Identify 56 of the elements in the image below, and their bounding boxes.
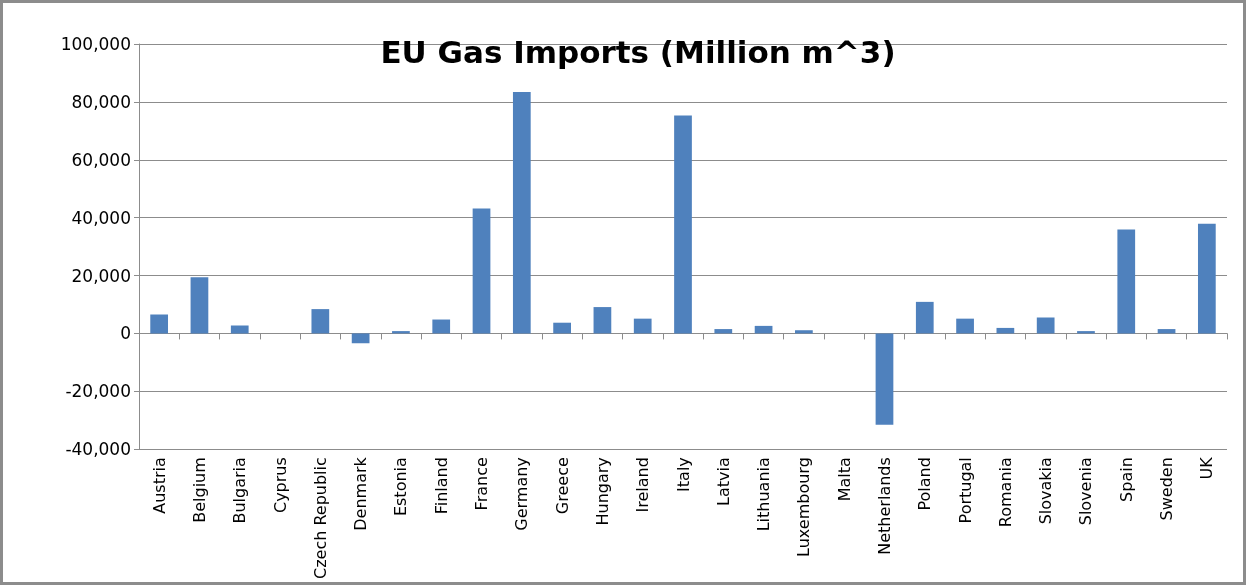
bar [593, 307, 612, 334]
bar [472, 208, 491, 334]
bar [1117, 229, 1136, 334]
x-tick-label: Belgium [189, 457, 209, 523]
bar [311, 309, 330, 334]
y-tick-label: 0 [120, 323, 131, 344]
bar [915, 301, 934, 334]
x-tick-label: Estonia [391, 457, 411, 517]
y-tick-label: -20,000 [65, 381, 131, 402]
y-tick-label: 100,000 [60, 34, 131, 54]
x-tick-label: Finland [431, 457, 451, 515]
bar [553, 322, 571, 334]
bar [674, 115, 692, 334]
bar [1197, 223, 1216, 334]
bar [795, 330, 813, 334]
x-tick-label: UK [1197, 456, 1217, 480]
bar [633, 318, 652, 334]
x-tick-label: Slovenia [1076, 457, 1096, 526]
x-tick-label: Spain [1116, 457, 1136, 502]
x-tick-label: Bulgaria [230, 457, 250, 524]
y-tick-label: 80,000 [71, 91, 131, 112]
x-tick-label: Lithuania [754, 457, 774, 532]
x-tick-label: Luxembourg [794, 457, 814, 557]
bar [150, 314, 169, 334]
bar [875, 333, 894, 425]
x-tick-label: Austria [149, 457, 169, 514]
x-tick-label: Slovakia [1036, 457, 1056, 525]
y-tick-label: 20,000 [71, 265, 131, 286]
bar [190, 277, 209, 334]
y-tick-label: -40,000 [65, 439, 131, 460]
x-tick-label: Germany [512, 457, 532, 531]
bar [351, 333, 370, 344]
bar [512, 92, 531, 334]
x-tick-label: Portugal [955, 457, 975, 524]
x-tick-label: Greece [552, 457, 572, 515]
x-tick-label: Poland [915, 457, 935, 511]
x-tick-label: Sweden [1157, 457, 1177, 521]
x-tick-label: Hungary [592, 457, 612, 526]
x-tick-label: Cyprus [270, 457, 290, 514]
x-tick-label: Malta [834, 457, 854, 502]
y-tick-label: 60,000 [71, 149, 131, 170]
bar [230, 325, 249, 334]
x-tick-label: Italy [673, 457, 693, 492]
x-tick-label: Czech Republic [310, 457, 330, 580]
x-tick-label: Netherlands [874, 457, 894, 555]
x-tick-label: Ireland [633, 457, 653, 513]
x-tick-label: Denmark [351, 456, 371, 531]
y-tick-label: 40,000 [71, 207, 131, 228]
chart-title: EU Gas Imports (Million m^3) [380, 33, 896, 70]
bar [432, 319, 451, 334]
bar [714, 329, 733, 334]
x-tick-label: France [472, 457, 492, 511]
bar [1036, 317, 1055, 334]
x-tick-label: Romania [995, 457, 1015, 528]
x-tick-label: Latvia [713, 457, 733, 506]
bar [956, 318, 974, 334]
